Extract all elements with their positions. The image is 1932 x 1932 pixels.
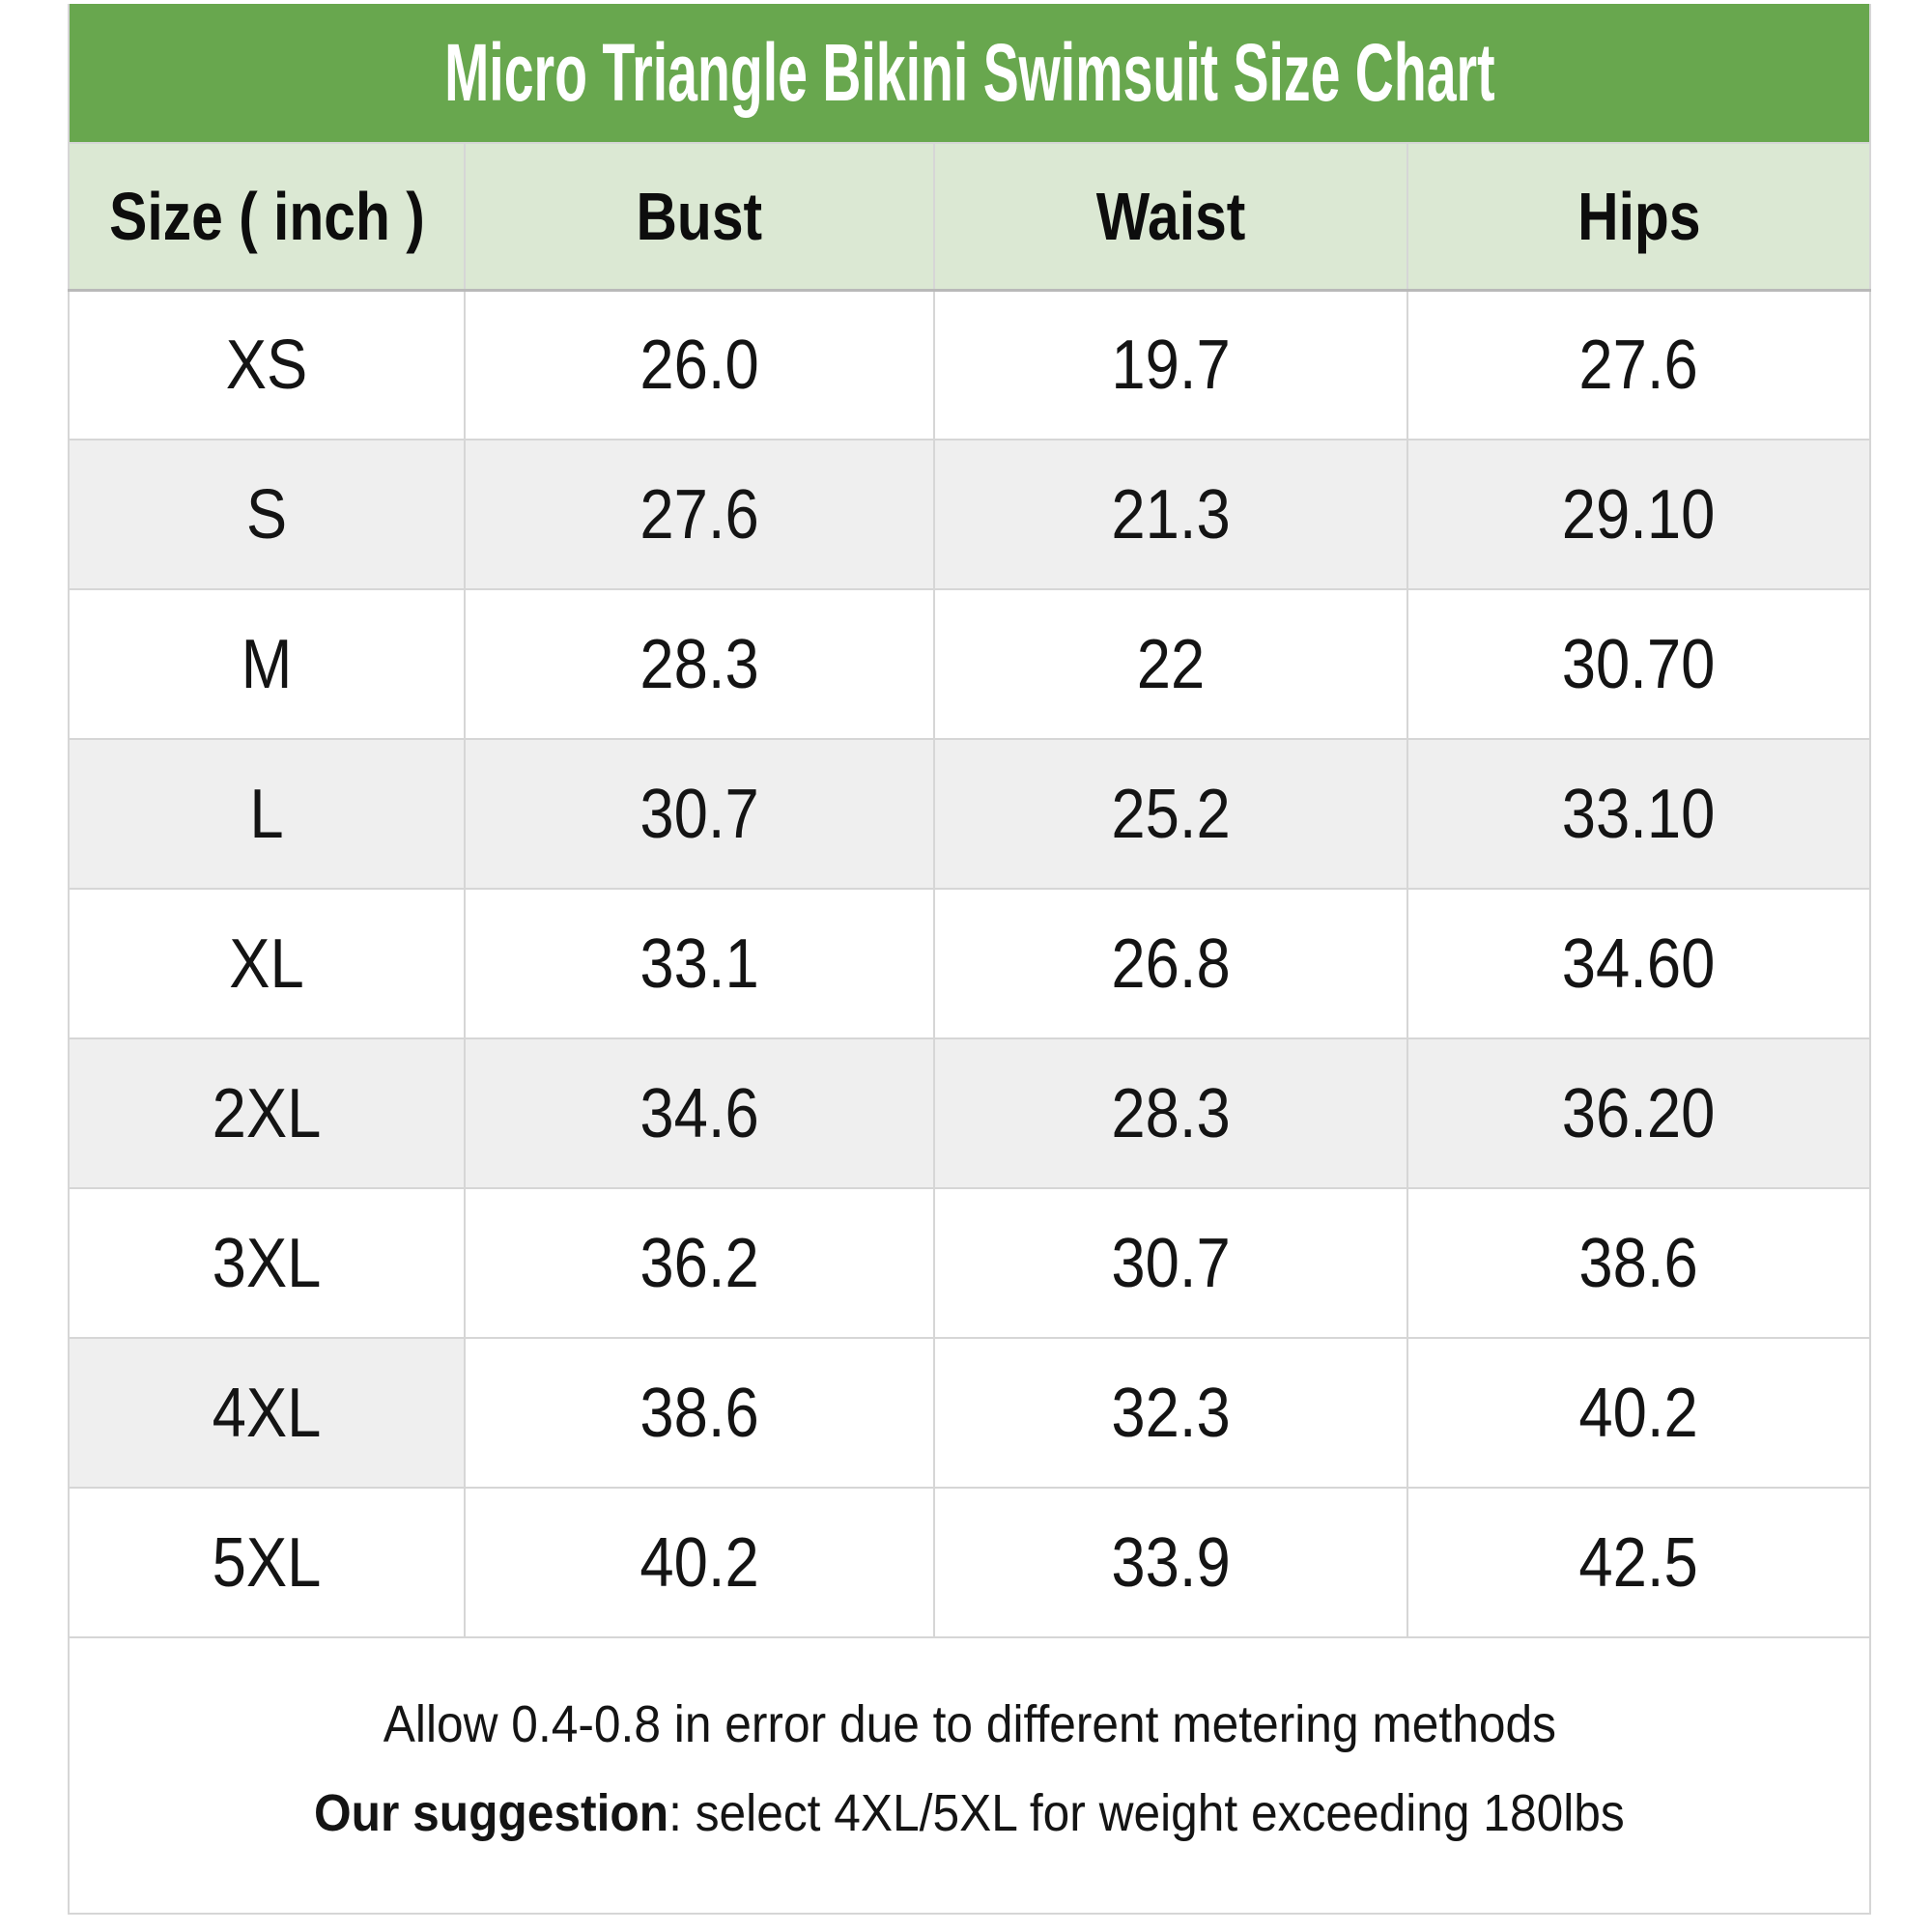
size-cell: 5XL: [68, 1487, 466, 1638]
size-cell: L: [68, 738, 466, 890]
hips-cell: 33.10: [1406, 738, 1871, 890]
column-header-waist: Waist: [933, 142, 1408, 292]
size-cell: 4XL: [68, 1337, 466, 1489]
size-cell: 3XL: [68, 1187, 466, 1339]
notes-row: Allow 0.4-0.8 in error due to different …: [68, 1636, 1871, 1915]
waist-cell: 26.8: [933, 888, 1408, 1039]
bust-cell: 34.6: [464, 1037, 935, 1189]
table-row: L 30.7 25.2 33.10: [68, 738, 1871, 890]
hips-cell: 27.6: [1406, 289, 1871, 440]
bust-cell: 33.1: [464, 888, 935, 1039]
size-chart-table: Micro Triangle Bikini Swimsuit Size Char…: [68, 4, 1871, 1915]
waist-cell: 28.3: [933, 1037, 1408, 1189]
table-row: S 27.6 21.3 29.10: [68, 439, 1871, 590]
hips-cell: 30.70: [1406, 588, 1871, 740]
column-header-hips: Hips: [1406, 142, 1871, 292]
chart-title: Micro Triangle Bikini Swimsuit Size Char…: [443, 27, 1495, 118]
bust-cell: 30.7: [464, 738, 935, 890]
hips-cell: 38.6: [1406, 1187, 1871, 1339]
hips-cell: 40.2: [1406, 1337, 1871, 1489]
waist-cell: 32.3: [933, 1337, 1408, 1489]
size-rows: XS 26.0 19.7 27.6 S 27.6 21.3 29.10 M 28…: [68, 289, 1871, 1638]
bust-cell: 38.6: [464, 1337, 935, 1489]
size-cell: XL: [68, 888, 466, 1039]
table-row: 4XL 38.6 32.3 40.2: [68, 1337, 1871, 1489]
bust-cell: 36.2: [464, 1187, 935, 1339]
hips-cell: 29.10: [1406, 439, 1871, 590]
size-cell: 2XL: [68, 1037, 466, 1189]
waist-cell: 21.3: [933, 439, 1408, 590]
waist-cell: 33.9: [933, 1487, 1408, 1638]
table-row: 2XL 34.6 28.3 36.20: [68, 1037, 1871, 1189]
column-header-size: Size ( inch ): [68, 142, 466, 292]
hips-cell: 34.60: [1406, 888, 1871, 1039]
notes-cell: Allow 0.4-0.8 in error due to different …: [68, 1636, 1871, 1915]
size-cell: M: [68, 588, 466, 740]
note-suggestion: Our suggestion: select 4XL/5XL for weigh…: [71, 1776, 1868, 1864]
table-row: 3XL 36.2 30.7 38.6: [68, 1187, 1871, 1339]
bust-cell: 40.2: [464, 1487, 935, 1638]
waist-cell: 19.7: [933, 289, 1408, 440]
waist-cell: 25.2: [933, 738, 1408, 890]
bust-cell: 27.6: [464, 439, 935, 590]
size-cell: XS: [68, 289, 466, 440]
note-suggestion-label: Our suggestion: [314, 1784, 669, 1842]
column-header-row: Size ( inch ) Bust Waist Hips: [68, 142, 1871, 292]
hips-cell: 42.5: [1406, 1487, 1871, 1638]
title-bar: Micro Triangle Bikini Swimsuit Size Char…: [69, 4, 1870, 143]
note-error-tolerance: Allow 0.4-0.8 in error due to different …: [383, 1695, 1556, 1753]
table-row: 5XL 40.2 33.9 42.5: [68, 1487, 1871, 1638]
hips-cell: 36.20: [1406, 1037, 1871, 1189]
waist-cell: 30.7: [933, 1187, 1408, 1339]
note-suggestion-text: : select 4XL/5XL for weight exceeding 18…: [668, 1784, 1625, 1842]
chart-title-cell: Micro Triangle Bikini Swimsuit Size Char…: [69, 4, 1870, 143]
table-row: M 28.3 22 30.70: [68, 588, 1871, 740]
table-row: XL 33.1 26.8 34.60: [68, 888, 1871, 1039]
bust-cell: 26.0: [464, 289, 935, 440]
column-header-bust: Bust: [464, 142, 935, 292]
size-cell: S: [68, 439, 466, 590]
table-row: XS 26.0 19.7 27.6: [68, 289, 1871, 440]
waist-cell: 22: [933, 588, 1408, 740]
bust-cell: 28.3: [464, 588, 935, 740]
